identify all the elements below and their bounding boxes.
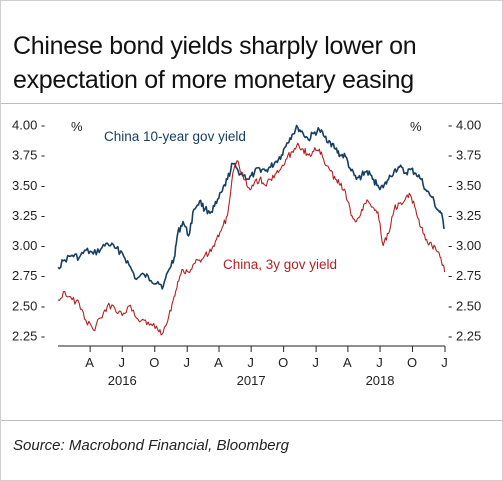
x-tick-label: A <box>85 355 94 370</box>
x-tick-label: J <box>376 355 383 370</box>
y-tick-label-right: - 2.25 <box>448 329 481 344</box>
series-label-10y: China 10-year gov yield <box>104 129 246 144</box>
y-tick-label-left: 4.00 - <box>12 118 45 133</box>
y-tick-label-right: - 3.75 <box>448 148 481 163</box>
x-year-label: 2016 <box>108 373 137 388</box>
series-line-10y <box>57 124 446 290</box>
y-tick-label-left: 3.75 - <box>12 148 45 163</box>
y-tick-label-right: - 3.25 <box>448 208 481 223</box>
x-year-label: 2017 <box>237 373 266 388</box>
left-y-axis: 4.00 - 3.75 - 3.50 - 3.25 - 3.00 - 2.75 - 2.50… <box>12 118 45 344</box>
x-tick-label: J <box>312 355 319 370</box>
x-tick-label: O <box>407 355 417 370</box>
y-tick-label-left: 2.75 - <box>12 268 45 283</box>
x-tick-label: A <box>214 355 223 370</box>
series-label-3y: China, 3y gov yield <box>223 257 337 272</box>
y-tick-label-right: - 3.50 <box>448 178 481 193</box>
series-line-3y <box>57 142 446 336</box>
right-unit-label: % <box>410 119 422 134</box>
y-tick-label-left: 3.25 - <box>12 208 45 223</box>
y-tick-label-right: - 2.75 <box>448 268 481 283</box>
x-tick-label: J <box>441 355 448 370</box>
y-tick-label-right: - 2.50 <box>448 298 481 313</box>
x-tick-label: O <box>278 355 288 370</box>
source-note: Source: Macrobond Financial, Bloomberg <box>13 437 289 454</box>
y-tick-label-left: 2.50 - <box>12 298 45 313</box>
x-tick-label: O <box>149 355 159 370</box>
chart-title: Chinese bond yields sharply lower on exp… <box>13 32 417 94</box>
x-year-label: 2018 <box>366 373 395 388</box>
x-axis-ticks: A J O J A J O J A J O J 2016 2017 2018 <box>85 346 448 388</box>
y-tick-label-right: - 3.00 <box>448 238 481 253</box>
x-tick-label: J <box>183 355 190 370</box>
source-divider <box>1 420 502 421</box>
left-unit-label: % <box>71 119 83 134</box>
title-divider <box>1 103 502 104</box>
y-tick-label-left: 3.00 - <box>12 238 45 253</box>
x-tick-label: A <box>343 355 352 370</box>
x-tick-label: J <box>247 355 254 370</box>
x-tick-label: J <box>119 355 126 370</box>
y-tick-label-right: - 4.00 <box>448 118 481 133</box>
right-y-axis: - 4.00 - 3.75 - 3.50 - 3.25 - 3.00 - 2.75 - 2.… <box>448 118 481 344</box>
series-lines <box>57 124 446 336</box>
y-tick-label-left: 3.50 - <box>12 178 45 193</box>
y-tick-label-left: 2.25 - <box>12 329 45 344</box>
